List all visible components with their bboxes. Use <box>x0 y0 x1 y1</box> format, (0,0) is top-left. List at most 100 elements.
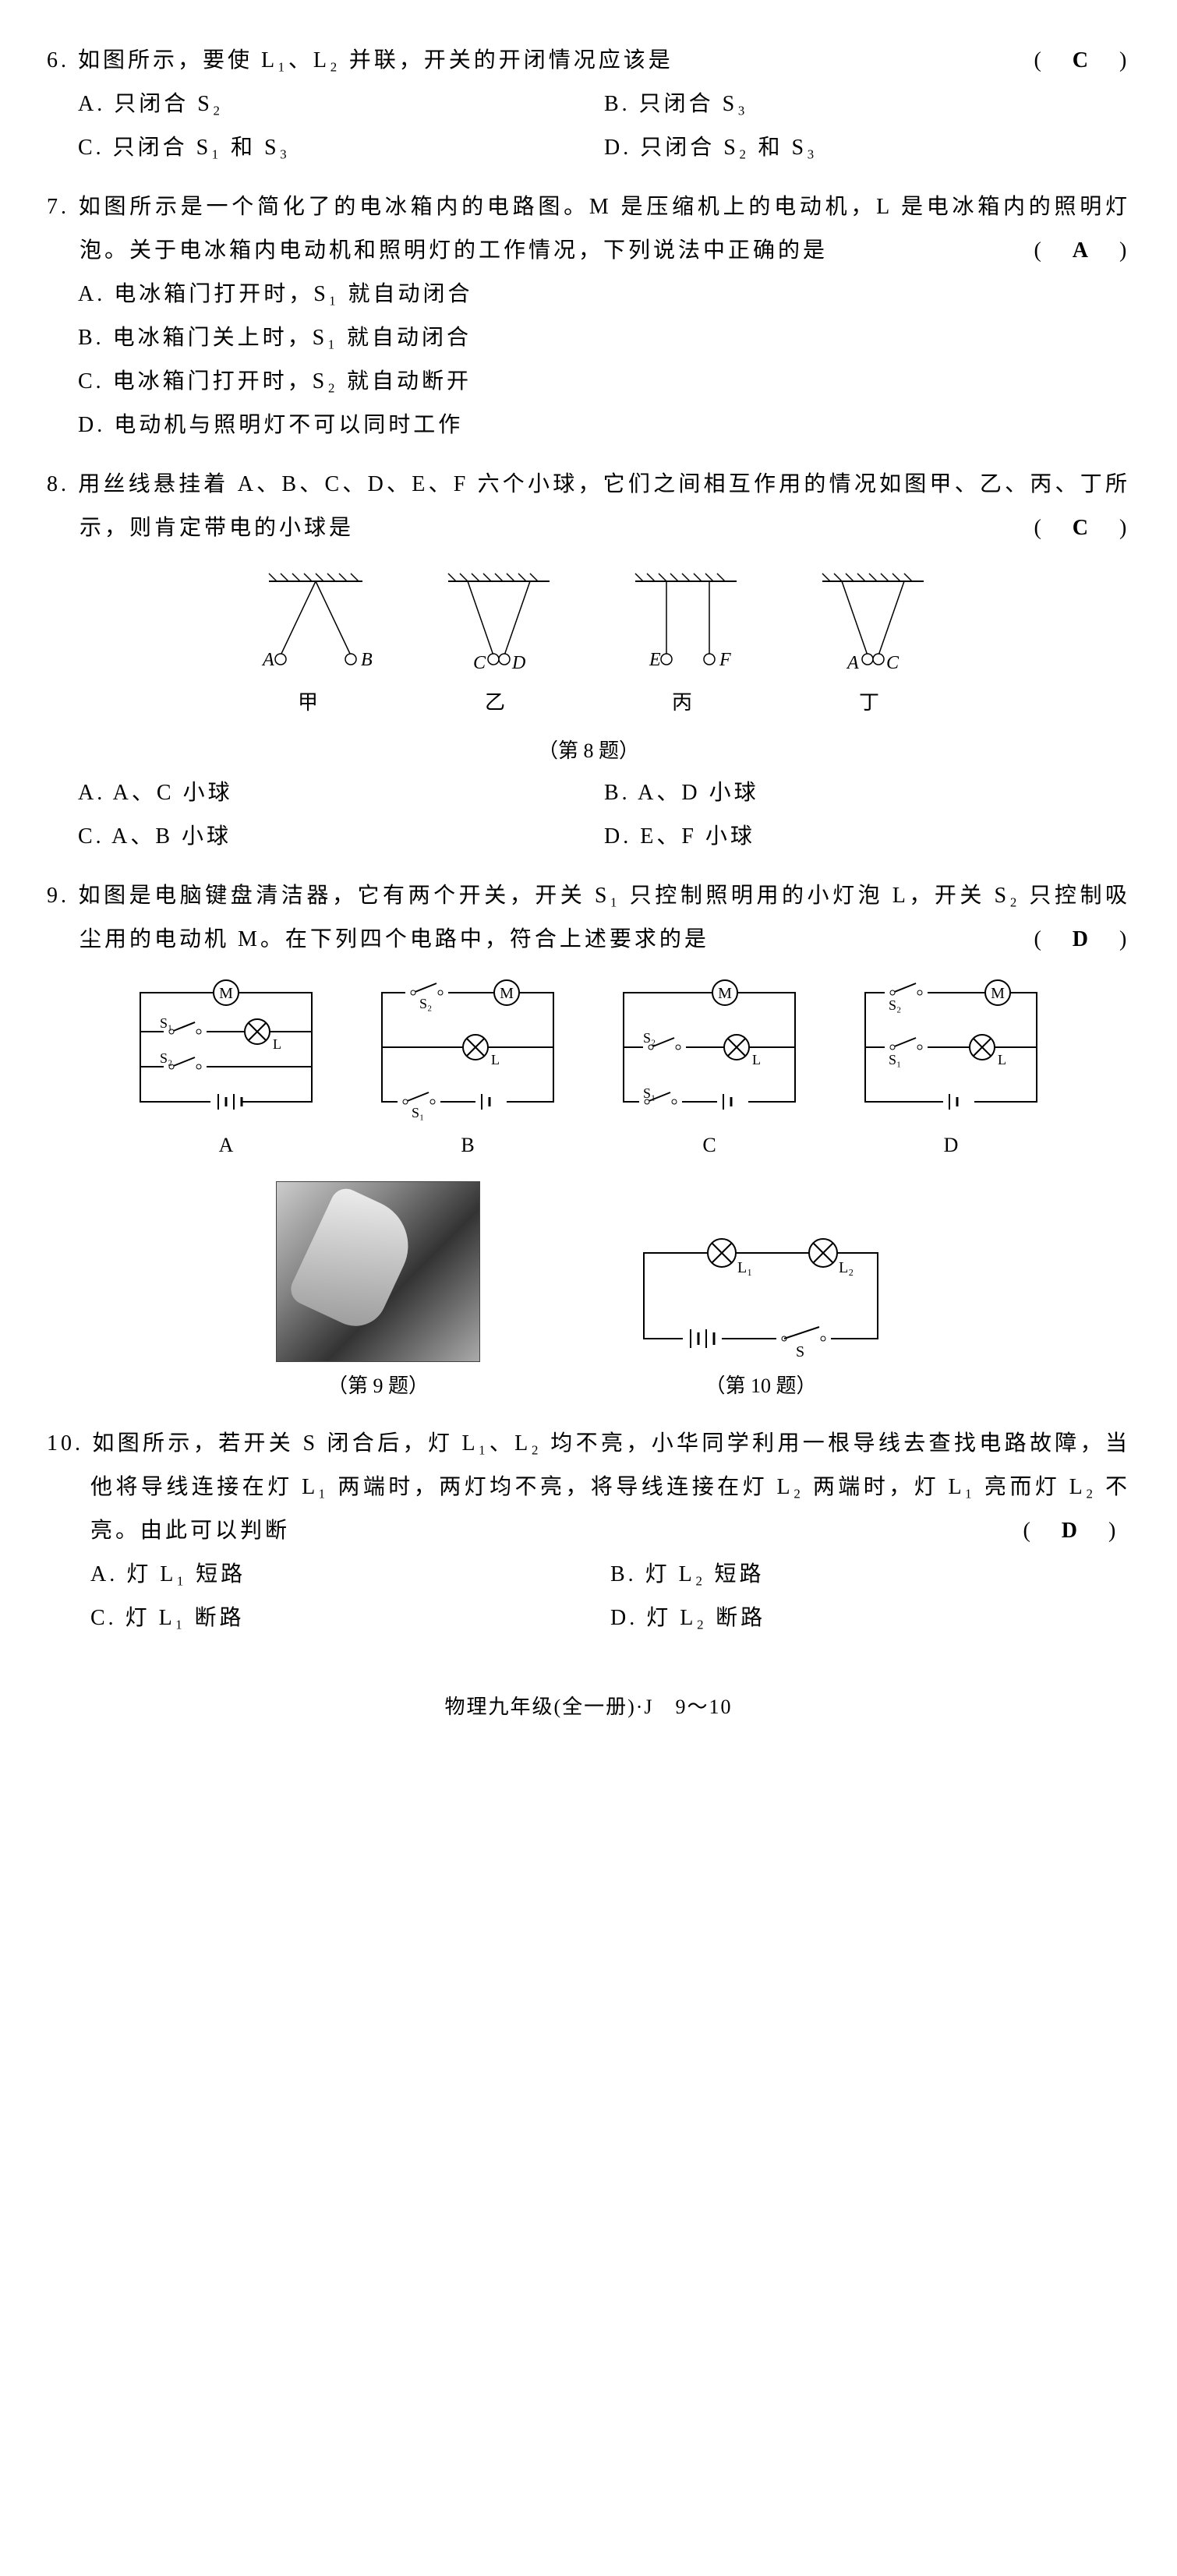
svg-text:S₁: S₁ <box>412 1105 424 1120</box>
svg-text:E: E <box>649 650 661 670</box>
q8-label-bing: 丙 <box>612 683 752 723</box>
circuit-diagram-icon: M S₁ L S₂ <box>117 977 335 1125</box>
svg-text:L: L <box>273 1036 281 1052</box>
q7-opt-b: B. 电冰箱门关上时，S₁ 就自动闭合 <box>78 316 1130 360</box>
q8-fig-caption: （第 8 题） <box>47 731 1130 771</box>
q6-opt-b: B. 只闭合 S₃ <box>604 83 1130 126</box>
q8-label-yi: 乙 <box>425 683 565 723</box>
q10-fig-caption: （第 10 题） <box>620 1366 901 1406</box>
q10-answer-paren: ( D ) <box>1066 1509 1130 1553</box>
q8-answer: C <box>1073 516 1088 540</box>
svg-text:A: A <box>846 653 859 673</box>
q9-circuit-c: M S₂ L S₁ C <box>600 977 818 1166</box>
q7-answer-paren: ( A ) <box>1066 229 1130 273</box>
q9-number: 9. <box>47 884 69 908</box>
question-7: 7. 如图所示是一个简化了的电冰箱内的电路图。M 是压缩机上的电动机，L 是电冰… <box>47 185 1130 447</box>
pendulum-diagram-icon: C D <box>425 566 565 683</box>
q8-opt-a: A. A、C 小球 <box>78 771 604 815</box>
pendulum-diagram-icon: E F <box>612 566 752 683</box>
q7-opt-d: D. 电动机与照明灯不可以同时工作 <box>78 404 1130 447</box>
q9-label-c: C <box>600 1125 818 1166</box>
q10-options: A. 灯 L₁ 短路 B. 灯 L₂ 短路 C. 灯 L₁ 断路 D. 灯 L₂… <box>47 1553 1130 1640</box>
q10-opt-b: B. 灯 L₂ 短路 <box>610 1553 1130 1597</box>
q9-fig-caption: （第 9 题） <box>276 1366 480 1406</box>
q8-label-ding: 丁 <box>799 683 939 723</box>
q10-opt-d: D. 灯 L₂ 断路 <box>610 1597 1130 1640</box>
q9-circuits-row: M S₁ L S₂ <box>47 977 1130 1166</box>
q9-circuit-d: S₂ M S₁ L D <box>842 977 1060 1166</box>
q7-number: 7. <box>47 195 69 219</box>
svg-text:S₂: S₂ <box>643 1030 656 1046</box>
question-6: 6. 如图所示，要使 L₁、L₂ 并联，开关的开闭情况应该是 ( C ) A. … <box>47 39 1130 170</box>
keyboard-cleaner-photo <box>276 1181 480 1362</box>
svg-text:L₁: L₁ <box>737 1259 752 1276</box>
q10-opt-a: A. 灯 L₁ 短路 <box>90 1553 610 1597</box>
q8-panel-ding: A C 丁 <box>799 566 939 723</box>
q8-panel-bing: E F 丙 <box>612 566 752 723</box>
q10-stem: 如图所示，若开关 S 闭合后，灯 L₁、L₂ 均不亮，小华同学利用一根导线去查找… <box>90 1431 1130 1543</box>
q6-number: 6. <box>47 48 69 72</box>
q8-label-jia: 甲 <box>238 683 378 723</box>
q7-options: A. 电冰箱门打开时，S₁ 就自动闭合 B. 电冰箱门关上时，S₁ 就自动闭合 … <box>47 273 1130 447</box>
q8-opt-b: B. A、D 小球 <box>604 771 1130 815</box>
question-8: 8. 用丝线悬挂着 A、B、C、D、E、F 六个小球，它们之间相互作用的情况如图… <box>47 463 1130 859</box>
q9-q10-figs-row: （第 9 题） L₁ L₂ <box>47 1181 1130 1406</box>
q7-stem: 如图所示是一个简化了的电冰箱内的电路图。M 是压缩机上的电动机，L 是电冰箱内的… <box>79 195 1130 263</box>
q6-options: A. 只闭合 S₂ B. 只闭合 S₃ C. 只闭合 S₁ 和 S₃ D. 只闭… <box>47 83 1130 170</box>
svg-text:S: S <box>796 1343 804 1360</box>
svg-text:S₂: S₂ <box>889 997 901 1013</box>
q6-opt-a: A. 只闭合 S₂ <box>78 83 604 126</box>
q9-stem: 如图是电脑键盘清洁器，它有两个开关，开关 S₁ 只控制照明用的小灯泡 L，开关 … <box>79 884 1130 951</box>
q9-label-d: D <box>842 1125 1060 1166</box>
q10-circuit-wrap: L₁ L₂ S （第 10 题） <box>620 1230 901 1406</box>
question-10: 10. 如图所示，若开关 S 闭合后，灯 L₁、L₂ 均不亮，小华同学利用一根导… <box>47 1422 1130 1640</box>
circuit-diagram-icon: L₁ L₂ S <box>620 1230 901 1362</box>
q9-label-a: A <box>117 1125 335 1166</box>
svg-text:C: C <box>886 653 900 673</box>
q9-photo-wrap: （第 9 题） <box>276 1181 480 1406</box>
q6-opt-d: D. 只闭合 S₂ 和 S₃ <box>604 126 1130 170</box>
svg-text:L: L <box>491 1052 500 1067</box>
svg-text:B: B <box>361 650 373 670</box>
q6-opt-c: C. 只闭合 S₁ 和 S₃ <box>78 126 604 170</box>
svg-text:S₁: S₁ <box>889 1052 901 1067</box>
svg-text:M: M <box>991 985 1005 1002</box>
q9-answer-paren: ( D ) <box>1066 918 1130 962</box>
q8-panel-yi: C D 乙 <box>425 566 565 723</box>
q10-opt-c: C. 灯 L₁ 断路 <box>90 1597 610 1640</box>
svg-text:A: A <box>261 650 274 670</box>
q8-opt-c: C. A、B 小球 <box>78 815 604 859</box>
circuit-diagram-icon: S₂ M S₁ L <box>842 977 1060 1125</box>
q9-answer: D <box>1073 927 1088 951</box>
pendulum-diagram-icon: A C <box>799 566 939 683</box>
q8-figure-row: A B 甲 C D 乙 <box>47 566 1130 723</box>
q8-stem: 用丝线悬挂着 A、B、C、D、E、F 六个小球，它们之间相互作用的情况如图甲、乙… <box>78 472 1130 540</box>
svg-text:S₂: S₂ <box>419 996 432 1011</box>
q6-answer: C <box>1073 48 1088 72</box>
svg-text:M: M <box>219 985 233 1002</box>
svg-text:M: M <box>718 985 732 1002</box>
page-footer: 物理九年级(全一册)·J 9～10 <box>47 1687 1130 1727</box>
svg-text:M: M <box>500 985 514 1002</box>
q8-panel-jia: A B 甲 <box>238 566 378 723</box>
q6-answer-paren: ( C ) <box>1066 39 1130 83</box>
svg-text:S₂: S₂ <box>160 1050 172 1066</box>
q9-circuit-a: M S₁ L S₂ <box>117 977 335 1166</box>
q7-answer: A <box>1073 238 1088 263</box>
q8-answer-paren: ( C ) <box>1066 506 1130 550</box>
q7-opt-a: A. 电冰箱门打开时，S₁ 就自动闭合 <box>78 273 1130 316</box>
svg-text:D: D <box>511 653 525 673</box>
svg-text:S₁: S₁ <box>160 1015 172 1031</box>
svg-text:L: L <box>998 1052 1006 1067</box>
q6-stem: 如图所示，要使 L₁、L₂ 并联，开关的开闭情况应该是 <box>78 48 673 72</box>
q9-label-b: B <box>359 1125 577 1166</box>
q10-number: 10. <box>47 1431 83 1456</box>
pendulum-diagram-icon: A B <box>238 566 378 683</box>
circuit-diagram-icon: S₂ M L S₁ <box>359 977 577 1125</box>
svg-text:S₁: S₁ <box>643 1085 656 1101</box>
svg-text:C: C <box>473 653 486 673</box>
q8-opt-d: D. E、F 小球 <box>604 815 1130 859</box>
q7-opt-c: C. 电冰箱门打开时，S₂ 就自动断开 <box>78 360 1130 404</box>
svg-text:L₂: L₂ <box>839 1259 854 1276</box>
circuit-diagram-icon: M S₂ L S₁ <box>600 977 818 1125</box>
